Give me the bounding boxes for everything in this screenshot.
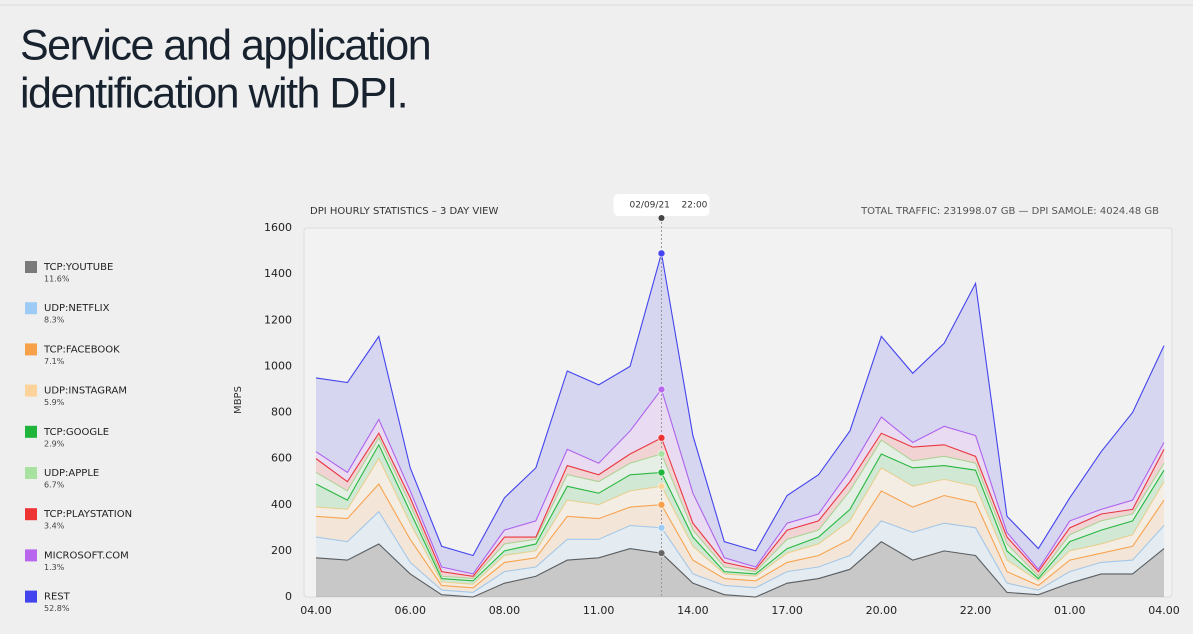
legend-swatch xyxy=(25,467,37,479)
tooltip-dot xyxy=(657,523,666,532)
y-tick-label: 800 xyxy=(271,406,292,419)
series-line xyxy=(315,483,1165,589)
legend-name: TCP:PLAYSTATION xyxy=(43,509,132,520)
y-tick-label: 1000 xyxy=(264,359,292,372)
y-tick-label: 1200 xyxy=(264,313,292,326)
legend-name: REST xyxy=(44,592,71,603)
series-line xyxy=(315,388,1165,575)
series-line xyxy=(315,432,1165,577)
tooltip-dot xyxy=(657,482,666,491)
plot-area xyxy=(303,227,1173,598)
area-band xyxy=(316,253,1164,574)
y-tick-label: 600 xyxy=(271,452,292,465)
x-tick-label: 20.00 xyxy=(866,604,898,617)
summary: TOTAL TRAFFIC: 231998.07 GB — DPI SAMOLE… xyxy=(860,206,1159,217)
tooltip-dot xyxy=(657,450,666,459)
legend-share: 1.3% xyxy=(44,563,65,572)
series-line xyxy=(315,436,1165,580)
series-line xyxy=(315,457,1165,585)
x-tick-label: 06.00 xyxy=(394,604,426,617)
area-band xyxy=(316,483,1164,593)
legend-name: UDP:APPLE xyxy=(44,468,99,479)
area-band xyxy=(316,444,1164,585)
x-tick-label: 11.00 xyxy=(583,604,615,617)
x-tick-label: 08.00 xyxy=(489,604,521,617)
legend-share: 7.1% xyxy=(44,357,65,366)
legend-name: UDP:NETFLIX xyxy=(44,303,110,314)
y-tick-label: 1400 xyxy=(264,267,292,280)
legend-name: UDP:INSTAGRAM xyxy=(44,386,127,397)
chart-title: DPI HOURLY STATISTICS – 3 DAY VIEW xyxy=(310,206,498,217)
y-tick-label: 200 xyxy=(271,544,292,557)
y-tick-label: 400 xyxy=(271,498,292,511)
legend-swatch xyxy=(25,549,37,562)
series-line xyxy=(315,540,1165,598)
series-line xyxy=(315,253,1165,557)
series-line xyxy=(315,510,1165,593)
x-tick-label: 04.00 xyxy=(1148,604,1180,617)
legend-share: 3.4% xyxy=(44,522,65,531)
tooltip-dot xyxy=(657,249,666,258)
series-line xyxy=(315,443,1165,582)
heading-line: Service and application xyxy=(20,21,430,69)
x-tick-label: 04.00 xyxy=(300,604,332,617)
area-band xyxy=(316,389,1164,577)
tooltip-anchor xyxy=(658,215,665,221)
legend-name: MICROSOFT.COM xyxy=(44,550,129,561)
legend-name: TCP:YOUTUBE xyxy=(43,262,113,273)
x-tick-label: 22.00 xyxy=(960,604,992,617)
x-tick-label: 01.00 xyxy=(1054,604,1086,617)
legend-name: TCP:GOOGLE xyxy=(43,427,109,438)
y-axis-label: MBPS xyxy=(233,386,244,414)
area-band xyxy=(316,437,1164,581)
legend-share: 6.7% xyxy=(44,481,65,490)
tooltip-box xyxy=(613,194,710,216)
legend-swatch xyxy=(25,302,37,315)
legend-swatch xyxy=(25,261,37,273)
y-tick-label: 1600 xyxy=(264,221,292,234)
legend-name: TCP:FACEBOOK xyxy=(43,344,120,355)
legend-swatch xyxy=(25,425,37,438)
legend-swatch xyxy=(25,384,37,397)
legend-swatch xyxy=(25,508,37,521)
legend-share: 11.6% xyxy=(44,275,70,284)
legend-share: 5.9% xyxy=(44,398,65,407)
legend-share: 2.9% xyxy=(44,439,65,448)
tooltip-dot xyxy=(657,549,666,558)
legend-share: 8.3% xyxy=(44,316,65,325)
heading-line: identification with DPI. xyxy=(20,69,407,117)
tooltip-time: 22:00 xyxy=(681,201,707,211)
tooltip-dot xyxy=(657,385,666,394)
area-band xyxy=(316,458,1164,588)
legend-swatch xyxy=(25,343,37,356)
y-tick-label: 0 xyxy=(285,590,292,603)
tooltip-dot xyxy=(657,468,666,477)
area-band xyxy=(316,541,1164,597)
legend-swatch xyxy=(25,590,37,603)
area-band xyxy=(316,511,1164,597)
tooltip-dot xyxy=(657,433,666,442)
x-tick-label: 14.00 xyxy=(677,604,709,617)
tooltip-date: 02/09/21 xyxy=(629,201,669,211)
x-tick-label: 17.00 xyxy=(771,604,803,617)
tooltip-dot xyxy=(657,500,666,509)
legend-share: 52.8% xyxy=(44,604,70,613)
